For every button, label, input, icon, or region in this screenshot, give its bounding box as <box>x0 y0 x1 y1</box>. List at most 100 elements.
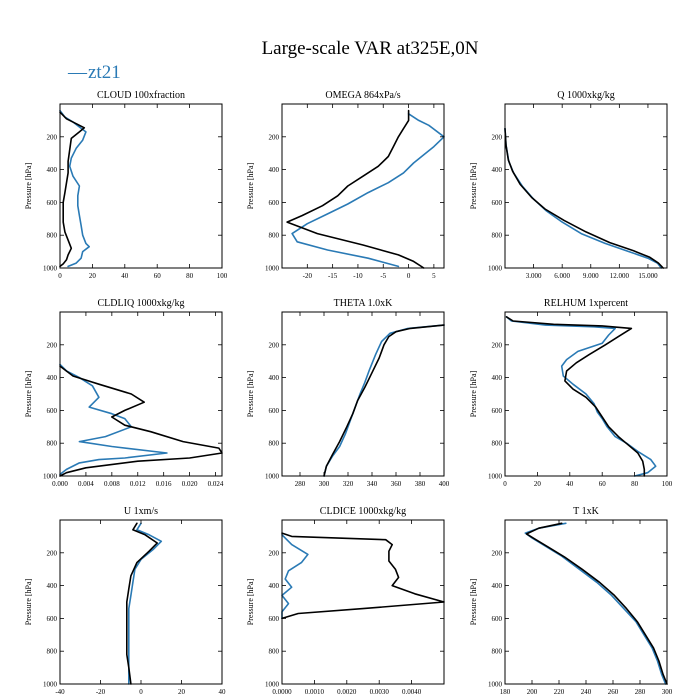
y-tick-label: 200 <box>492 549 503 557</box>
y-axis-label: Pressure [hPa] <box>24 578 33 625</box>
y-tick-label: 1000 <box>488 681 503 689</box>
x-tick-label: 0.0000 <box>272 688 292 696</box>
series-line-zt21 <box>323 324 445 477</box>
plot-frame <box>281 519 445 685</box>
y-tick-label: 600 <box>492 407 503 415</box>
x-tick-label: 0.008 <box>104 480 120 488</box>
x-tick-label: 0.020 <box>182 480 198 488</box>
plot-frame <box>281 311 445 477</box>
x-tick-label: 80 <box>186 272 194 280</box>
y-tick-label: 200 <box>47 341 58 349</box>
y-axis-label: Pressure [hPa] <box>246 370 255 417</box>
chart-panel-2: OMEGA 864xPa/s Pressure [hPa] 200 400 600 800… <box>246 90 445 280</box>
x-tick-label: 20 <box>534 480 542 488</box>
series-line-reference <box>286 109 425 269</box>
x-tick-label: 200 <box>527 688 538 696</box>
panel-title: CLOUD 100xfraction <box>97 90 185 101</box>
y-tick-label: 400 <box>492 374 503 382</box>
x-tick-label: 180 <box>500 688 511 696</box>
x-tick-label: 60 <box>599 480 607 488</box>
plot-frame <box>59 519 223 685</box>
y-axis-label: Pressure [hPa] <box>24 162 33 209</box>
y-tick-label: 400 <box>492 582 503 590</box>
x-tick-label: 0.024 <box>208 480 224 488</box>
y-tick-label: 200 <box>492 341 503 349</box>
series-line-reference <box>323 324 445 477</box>
x-tick-label: 220 <box>554 688 565 696</box>
y-tick-label: 800 <box>47 440 58 448</box>
y-tick-label: 400 <box>269 166 280 174</box>
x-tick-label: 300 <box>662 688 673 696</box>
series-line-zt21 <box>281 534 309 620</box>
y-tick-label: 800 <box>492 440 503 448</box>
plot-frame <box>281 103 445 269</box>
x-tick-label: 260 <box>608 688 619 696</box>
x-tick-label: 0.0040 <box>402 688 422 696</box>
y-tick-label: 800 <box>47 232 58 240</box>
x-tick-label: 0 <box>139 688 143 696</box>
chart-panel-3: Q 1000xkg/kg Pressure [hPa] 200 400 600 800 10… <box>469 90 668 280</box>
panel-title: RELHUM 1xpercent <box>544 298 628 309</box>
y-tick-label: 200 <box>47 549 58 557</box>
series-line-zt21 <box>128 522 163 685</box>
y-tick-label: 400 <box>47 166 58 174</box>
plot-frame <box>504 519 668 685</box>
x-tick-label: -10 <box>353 272 363 280</box>
y-tick-label: 200 <box>269 341 280 349</box>
panel-title: U 1xm/s <box>124 506 158 517</box>
x-tick-label: 100 <box>662 480 673 488</box>
y-tick-label: 400 <box>269 374 280 382</box>
x-tick-label: -40 <box>55 688 65 696</box>
y-tick-label: 600 <box>269 407 280 415</box>
y-tick-label: 600 <box>269 615 280 623</box>
y-tick-label: 200 <box>47 133 58 141</box>
x-tick-label: 0 <box>58 272 62 280</box>
y-tick-label: 200 <box>269 133 280 141</box>
x-tick-label: 0 <box>407 272 411 280</box>
y-tick-label: 1000 <box>265 473 280 481</box>
y-tick-label: 600 <box>492 615 503 623</box>
y-tick-label: 1000 <box>43 473 58 481</box>
panel-title: T 1xK <box>573 506 599 517</box>
x-tick-label: -5 <box>380 272 386 280</box>
x-tick-label: 0 <box>503 480 507 488</box>
y-tick-label: 400 <box>47 582 58 590</box>
y-tick-label: 400 <box>47 374 58 382</box>
y-tick-label: 200 <box>269 549 280 557</box>
series-line-zt21 <box>524 522 667 685</box>
y-tick-label: 1000 <box>488 265 503 273</box>
chart-panel-4: CLDLIQ 1000xkg/kg Pressure [hPa] 200 400 600… <box>24 298 224 488</box>
plot-frame <box>59 311 223 477</box>
y-axis-label: Pressure [hPa] <box>469 162 478 209</box>
y-tick-label: 800 <box>269 648 280 656</box>
series-line-zt21 <box>291 113 445 268</box>
y-tick-label: 600 <box>492 199 503 207</box>
y-tick-label: 1000 <box>488 473 503 481</box>
x-tick-label: 3.000 <box>526 272 542 280</box>
panel-title: CLDICE 1000xkg/kg <box>320 506 406 517</box>
y-tick-label: 1000 <box>43 681 58 689</box>
y-tick-label: 800 <box>269 440 280 448</box>
x-tick-label: 20 <box>178 688 186 696</box>
y-tick-label: 400 <box>269 582 280 590</box>
y-tick-label: 800 <box>47 648 58 656</box>
x-tick-label: 12.000 <box>610 272 630 280</box>
y-tick-label: 1000 <box>265 681 280 689</box>
series-line-reference <box>281 532 445 620</box>
series-line-reference <box>59 111 86 268</box>
x-tick-label: 380 <box>415 480 426 488</box>
x-tick-label: 40 <box>219 688 227 696</box>
y-tick-label: 600 <box>269 199 280 207</box>
series-line-reference <box>59 365 223 477</box>
x-tick-label: -20 <box>96 688 106 696</box>
x-tick-label: 240 <box>581 688 592 696</box>
x-tick-label: 40 <box>566 480 574 488</box>
x-tick-label: 0.0030 <box>370 688 390 696</box>
y-tick-label: 400 <box>492 166 503 174</box>
panel-title: OMEGA 864xPa/s <box>325 90 400 101</box>
x-tick-label: -15 <box>328 272 338 280</box>
x-tick-label: 0.0020 <box>337 688 357 696</box>
x-tick-label: 0.0010 <box>305 688 325 696</box>
